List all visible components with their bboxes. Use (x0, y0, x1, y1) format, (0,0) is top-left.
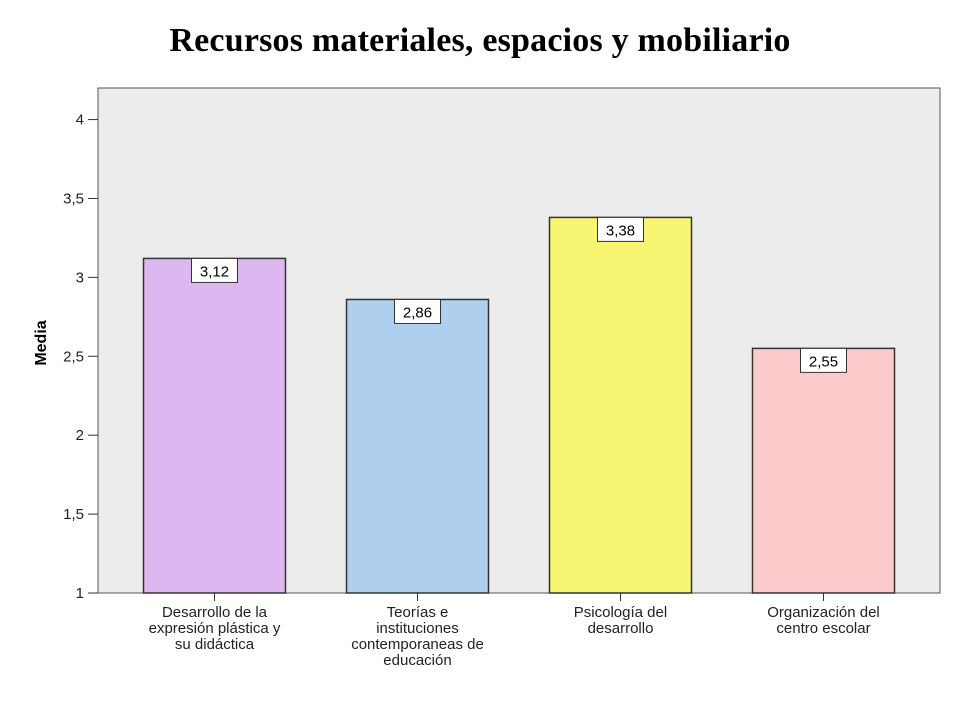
data-label: 2,55 (809, 353, 838, 370)
bar (751, 347, 896, 594)
bar (548, 216, 693, 594)
category-label: instituciones (376, 620, 459, 637)
category-label: Organización del (767, 604, 880, 621)
category-label: Teorías e (387, 604, 449, 621)
y-tick-label: 3 (76, 269, 84, 286)
bar (142, 257, 287, 594)
bars: 3,12 2,86 3,38 2,55 (142, 216, 896, 594)
category-label: educación (383, 652, 451, 669)
category-label: Psicología del (574, 604, 667, 621)
data-label: 3,12 (200, 263, 229, 280)
data-label: 3,38 (606, 222, 635, 239)
y-tick-label: 2,5 (63, 348, 84, 365)
y-tick-label: 1,5 (63, 506, 84, 523)
category-label: Desarrollo de la (162, 604, 268, 621)
data-label: 2,86 (403, 304, 432, 321)
y-axis: 1 1,5 2 2,5 3 3,5 4 (63, 88, 99, 602)
category-label: su didáctica (175, 636, 255, 653)
data-label-box (191, 257, 238, 283)
chart-title: Recursos materiales, espacios y mobiliar… (169, 22, 791, 59)
category-label: contemporaneas de (351, 636, 484, 653)
data-label-box (800, 347, 847, 373)
category-label: centro escolar (776, 620, 870, 637)
y-tick-label: 2 (76, 427, 84, 444)
bar (345, 298, 490, 594)
y-tick-label: 4 (76, 112, 84, 129)
data-label-box (394, 298, 441, 324)
category-label: expresión plástica y (149, 620, 281, 637)
y-tick-label: 3,5 (63, 190, 84, 207)
data-label-box (597, 216, 644, 242)
category-label: desarrollo (588, 620, 654, 637)
y-axis-title: Media (33, 320, 50, 365)
y-tick-label: 1 (76, 585, 84, 602)
